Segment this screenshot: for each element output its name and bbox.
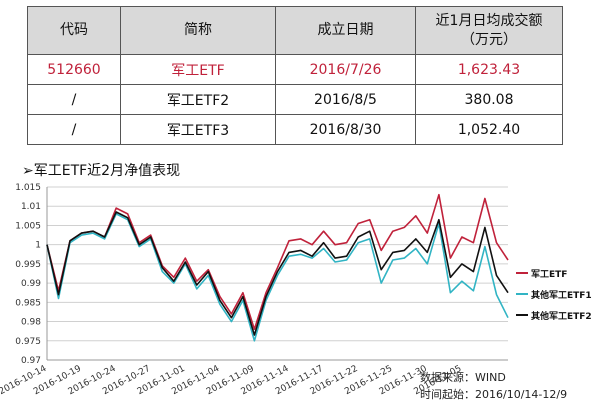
header-date: 成立日期 <box>275 6 416 55</box>
cell-date: 2016/8/30 <box>275 114 416 145</box>
legend-label: 军工ETF <box>531 269 567 280</box>
series-line-2 <box>46 213 509 342</box>
table-row: 512660 军工ETF 2016/7/26 1,623.43 <box>27 54 563 85</box>
y-tick-label: 0.98 <box>21 318 41 328</box>
nav-line-chart: 0.97 0.975 0.98 0.985 0.99 0.995 1 1.005 1.01 1.0… <box>0 183 592 397</box>
chart-title: ➢军工ETF近2月净值表现 <box>22 163 181 179</box>
table-row: / 军工ETF3 2016/8/30 1,052.40 <box>27 114 563 145</box>
cell-amount: 380.08 <box>415 84 563 115</box>
cell-name: 军工ETF3 <box>120 114 276 145</box>
y-tick-label: 1.01 <box>21 202 41 212</box>
y-tick-label: 0.995 <box>15 260 41 270</box>
header-name: 简称 <box>120 6 276 55</box>
y-tick-label: 1.005 <box>15 221 41 231</box>
y-tick-label: 0.985 <box>15 298 41 308</box>
y-tick-label: 0.99 <box>21 279 41 289</box>
cell-amount: 1,623.43 <box>415 54 563 85</box>
legend-label: 其他军工ETF1 <box>531 289 592 301</box>
y-tick-label: 1 <box>35 241 41 251</box>
cell-code: / <box>27 84 121 115</box>
series-line-1 <box>46 193 509 330</box>
legend-label: 其他军工ETF2 <box>531 310 592 322</box>
table-header-row: 代码 简称 成立日期 近1月日均成交额 （万元） <box>27 6 563 55</box>
table-row: / 军工ETF2 2016/8/5 380.08 <box>27 84 563 115</box>
cell-name: 军工ETF2 <box>120 84 276 115</box>
cell-date: 2016/7/26 <box>275 54 416 85</box>
header-amount: 近1月日均成交额 （万元） <box>415 6 563 55</box>
cell-code: 512660 <box>27 54 121 85</box>
cell-name: 军工ETF <box>120 54 276 85</box>
series-line-3 <box>46 211 509 336</box>
data-source-label: 数据来源：WIND <box>420 371 506 384</box>
cell-amount: 1,052.40 <box>415 114 563 145</box>
y-tick-label: 0.97 <box>21 356 41 366</box>
cell-date: 2016/8/5 <box>275 84 416 115</box>
header-code: 代码 <box>27 6 121 55</box>
y-tick-label: 1.015 <box>15 183 41 193</box>
etf-info-table: 代码 简称 成立日期 近1月日均成交额 （万元） 512660 军工ETF 20… <box>27 6 563 145</box>
cell-code: / <box>27 114 121 145</box>
date-range-label: 时间起始：2016/10/14-12/9 <box>420 388 568 401</box>
y-tick-label: 0.975 <box>15 337 41 347</box>
